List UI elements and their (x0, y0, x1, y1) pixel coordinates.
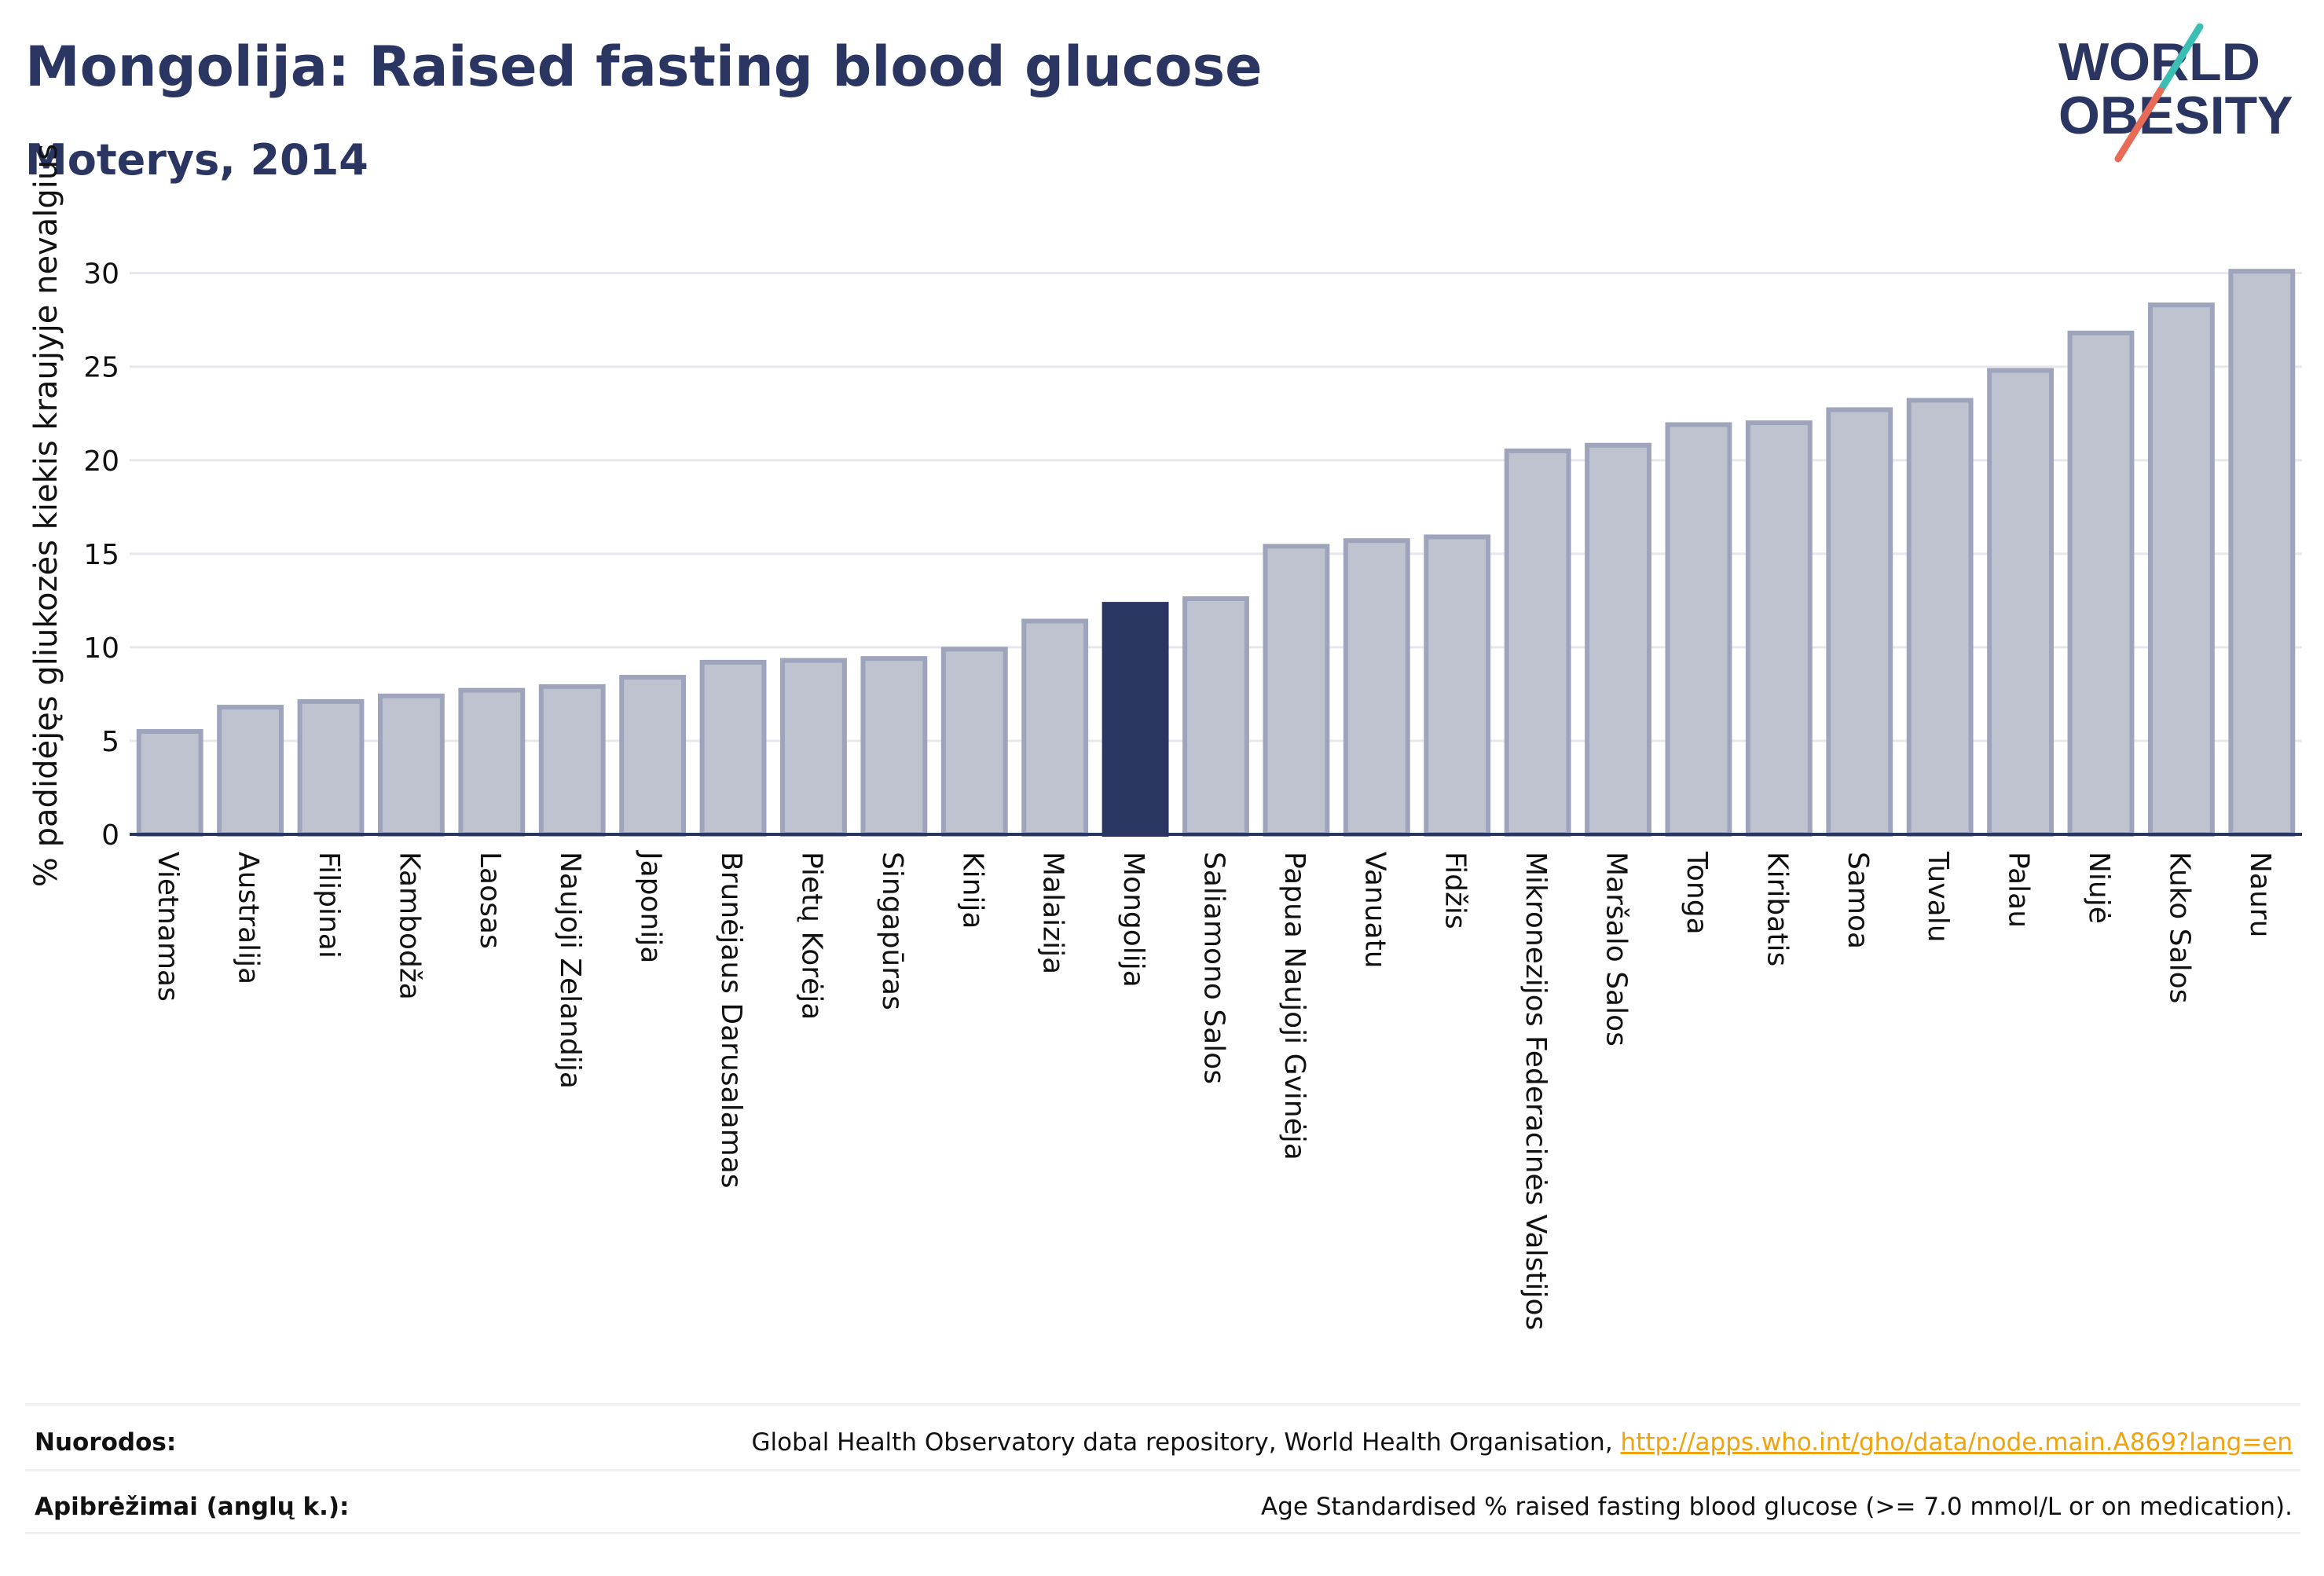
x-tick-label: Tonga (1681, 851, 1713, 935)
bar (538, 684, 606, 837)
bar (1504, 448, 1571, 837)
bar (217, 705, 284, 837)
y-tick-label: 15 (83, 539, 119, 571)
x-tick-label: Malaizija (1037, 852, 1069, 974)
bar (1021, 618, 1089, 837)
world-obesity-logo: WORLD OBESITY (2058, 24, 2293, 163)
bar (1826, 407, 1893, 837)
bar (377, 693, 445, 837)
bar (1987, 368, 2055, 837)
logo-text-world: WORLD (2058, 32, 2260, 92)
logo-slash-teal (2157, 24, 2204, 94)
y-tick-label: 30 (83, 258, 119, 291)
x-tick-label: Samoa (1842, 852, 1874, 949)
x-tick-label: Fidžis (1439, 852, 1472, 929)
bar (1182, 596, 1249, 837)
x-tick-label: Filipinai (313, 852, 345, 958)
logo-slash-coral (2114, 86, 2165, 163)
sources-text: Global Health Observatory data repositor… (751, 1428, 2293, 1457)
y-axis-label: % padidėjęs gliukozės kiekis kraujyje ne… (28, 144, 64, 887)
x-tick-label: Naujoji Zelandija (554, 852, 586, 1089)
bar (1102, 602, 1169, 837)
y-tick-label: 10 (83, 632, 119, 665)
bar (1665, 422, 1732, 837)
bar (1424, 534, 1491, 837)
x-tick-label: Saliamono Salos (1198, 852, 1230, 1084)
bar (1906, 398, 1974, 837)
x-tick-label: Kambodža (393, 852, 425, 1000)
bar (1745, 420, 1813, 837)
x-tick-label: Palau (2003, 852, 2035, 928)
x-tick-label: Mongolija (1117, 852, 1149, 988)
x-tick-label: Niujė (2083, 852, 2115, 924)
bar (2147, 302, 2215, 837)
x-tick-label: Vietnamas (152, 852, 184, 1002)
chart-title: Mongolija: Raised fasting blood glucose (25, 35, 1263, 99)
y-tick-label: 25 (83, 352, 119, 384)
definitions-label: Apibrėžimai (anglų k.): (35, 1493, 350, 1521)
definitions-text: Age Standardised % raised fasting blood … (1261, 1493, 2293, 1521)
sources-link[interactable]: http://apps.who.int/gho/data/node.main.A… (1620, 1428, 2293, 1457)
bar (940, 647, 1008, 837)
footer-divider-bottom (25, 1532, 2300, 1534)
sources-description: Global Health Observatory data repositor… (751, 1428, 1621, 1457)
footer-divider-top (25, 1403, 2300, 1406)
y-tick-label: 0 (101, 819, 119, 852)
x-tick-label: Brunėjaus Darusalamas (715, 852, 747, 1189)
bar-chart: 0 5 10 15 20 25 30 % padidėjęs gliukozės kiekis… (28, 144, 2302, 1330)
bar (1343, 538, 1410, 837)
bar (2067, 330, 2135, 837)
x-tick-label: Maršalo Salos (1600, 852, 1633, 1046)
x-tick-label: Tuvalu (1922, 851, 1954, 943)
logo-text-obesity: OBESITY (2058, 86, 2293, 145)
x-tick-label: Nauru (2244, 852, 2276, 937)
bar (1263, 544, 1330, 837)
x-tick-label: Laosas (474, 852, 506, 949)
sources-label: Nuorodos: (35, 1428, 177, 1457)
bar (1585, 442, 1651, 837)
bar (699, 659, 767, 837)
x-tick-label: Singapūras (876, 852, 908, 1010)
footer-divider-middle (25, 1469, 2300, 1472)
bar (619, 674, 687, 837)
x-tick-label: Papua Naujoji Gvinėja (1278, 852, 1310, 1160)
chart-subtitle: Moterys, 2014 (25, 135, 368, 185)
x-tick-label: Pietų Korėja (795, 852, 827, 1020)
x-tick-label: Kiribatis (1761, 852, 1793, 966)
y-tick-label: 5 (101, 726, 119, 758)
y-tick-label: 20 (83, 445, 119, 478)
x-tick-label: Kuko Salos (2163, 852, 2195, 1003)
x-tick-label: Australija (233, 852, 265, 984)
bar (297, 698, 365, 837)
x-tick-label: Mikronezijos Federacinės Valstijos (1519, 852, 1552, 1330)
bar (458, 687, 526, 837)
bar (860, 656, 928, 837)
bar (780, 658, 847, 837)
bar (2228, 269, 2296, 837)
x-tick-label: Kinija (956, 852, 988, 929)
x-tick-label: Japonija (635, 850, 667, 963)
x-tick-label: Vanuatu (1358, 852, 1391, 969)
bar (136, 729, 203, 837)
